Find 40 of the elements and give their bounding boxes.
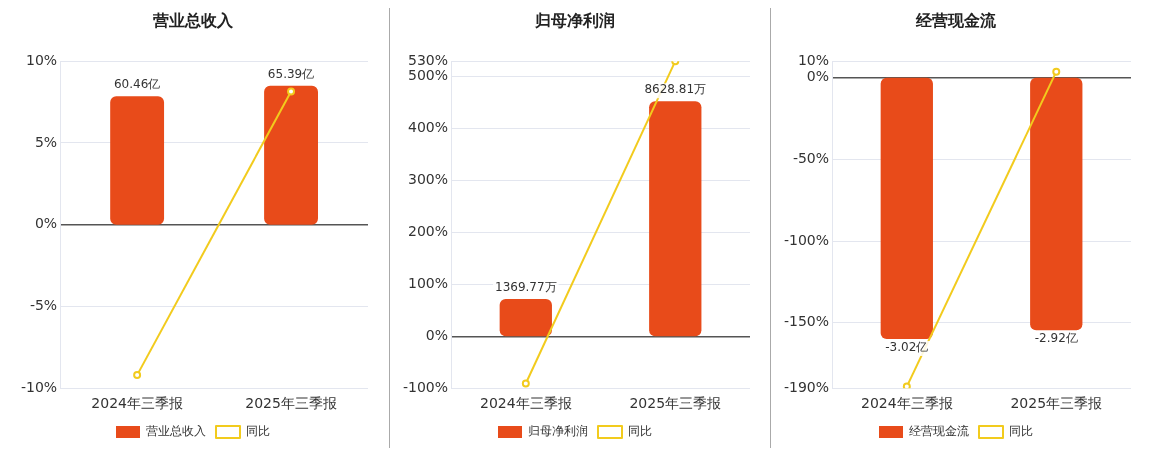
data-label: -3.02亿: [885, 340, 929, 355]
y-tick-label: 5%: [34, 133, 58, 150]
y-tick-label: 0%: [425, 326, 449, 343]
legend-label: 经营现金流: [909, 424, 969, 439]
legend-label: 同比: [628, 424, 652, 439]
data-label: 8628.81万: [644, 82, 707, 97]
chart-title: 归母净利润: [534, 10, 615, 30]
legend-label: 同比: [246, 424, 270, 439]
y-tick-label: -50%: [792, 149, 830, 166]
y-tick-label: 530%: [408, 51, 449, 68]
y-tick-label: 200%: [408, 223, 449, 240]
y-tick-label: -100%: [784, 231, 830, 248]
legend-label: 营业总收入: [146, 424, 206, 439]
legend-label: 归母净利润: [528, 424, 588, 439]
data-label: 65.39亿: [267, 66, 315, 81]
data-label: 1369.77万: [494, 280, 557, 295]
y-tick-label: 100%: [408, 275, 449, 292]
chart-title: 营业总收入: [152, 10, 234, 30]
data-label: 60.46亿: [113, 77, 161, 92]
x-tick-label: 2025年三季报: [1010, 395, 1103, 412]
chart-title: 经营现金流: [915, 10, 997, 30]
y-tick-label: 500%: [408, 67, 449, 84]
x-tick-label: 2024年三季报: [860, 395, 953, 412]
y-tick-label: 300%: [408, 171, 449, 188]
y-tick-label: -190%: [784, 378, 830, 395]
y-tick-label: -10%: [21, 378, 58, 395]
y-tick-label: -5%: [29, 297, 58, 314]
data-label: -2.92亿: [1034, 331, 1078, 346]
y-tick-label: -100%: [403, 378, 449, 395]
y-tick-label: -150%: [784, 313, 830, 330]
y-tick-label: 0%: [806, 68, 830, 85]
y-tick-label: 10%: [797, 51, 830, 68]
x-tick-label: 2024年三季报: [91, 395, 183, 412]
x-tick-label: 2025年三季报: [245, 395, 337, 412]
x-tick-label: 2024年三季报: [479, 395, 572, 412]
y-tick-label: 400%: [408, 119, 449, 136]
x-tick-label: 2025年三季报: [629, 395, 722, 412]
y-tick-label: 0%: [34, 215, 58, 232]
legend-label: 同比: [1009, 424, 1033, 439]
y-tick-label: 10%: [26, 51, 58, 68]
